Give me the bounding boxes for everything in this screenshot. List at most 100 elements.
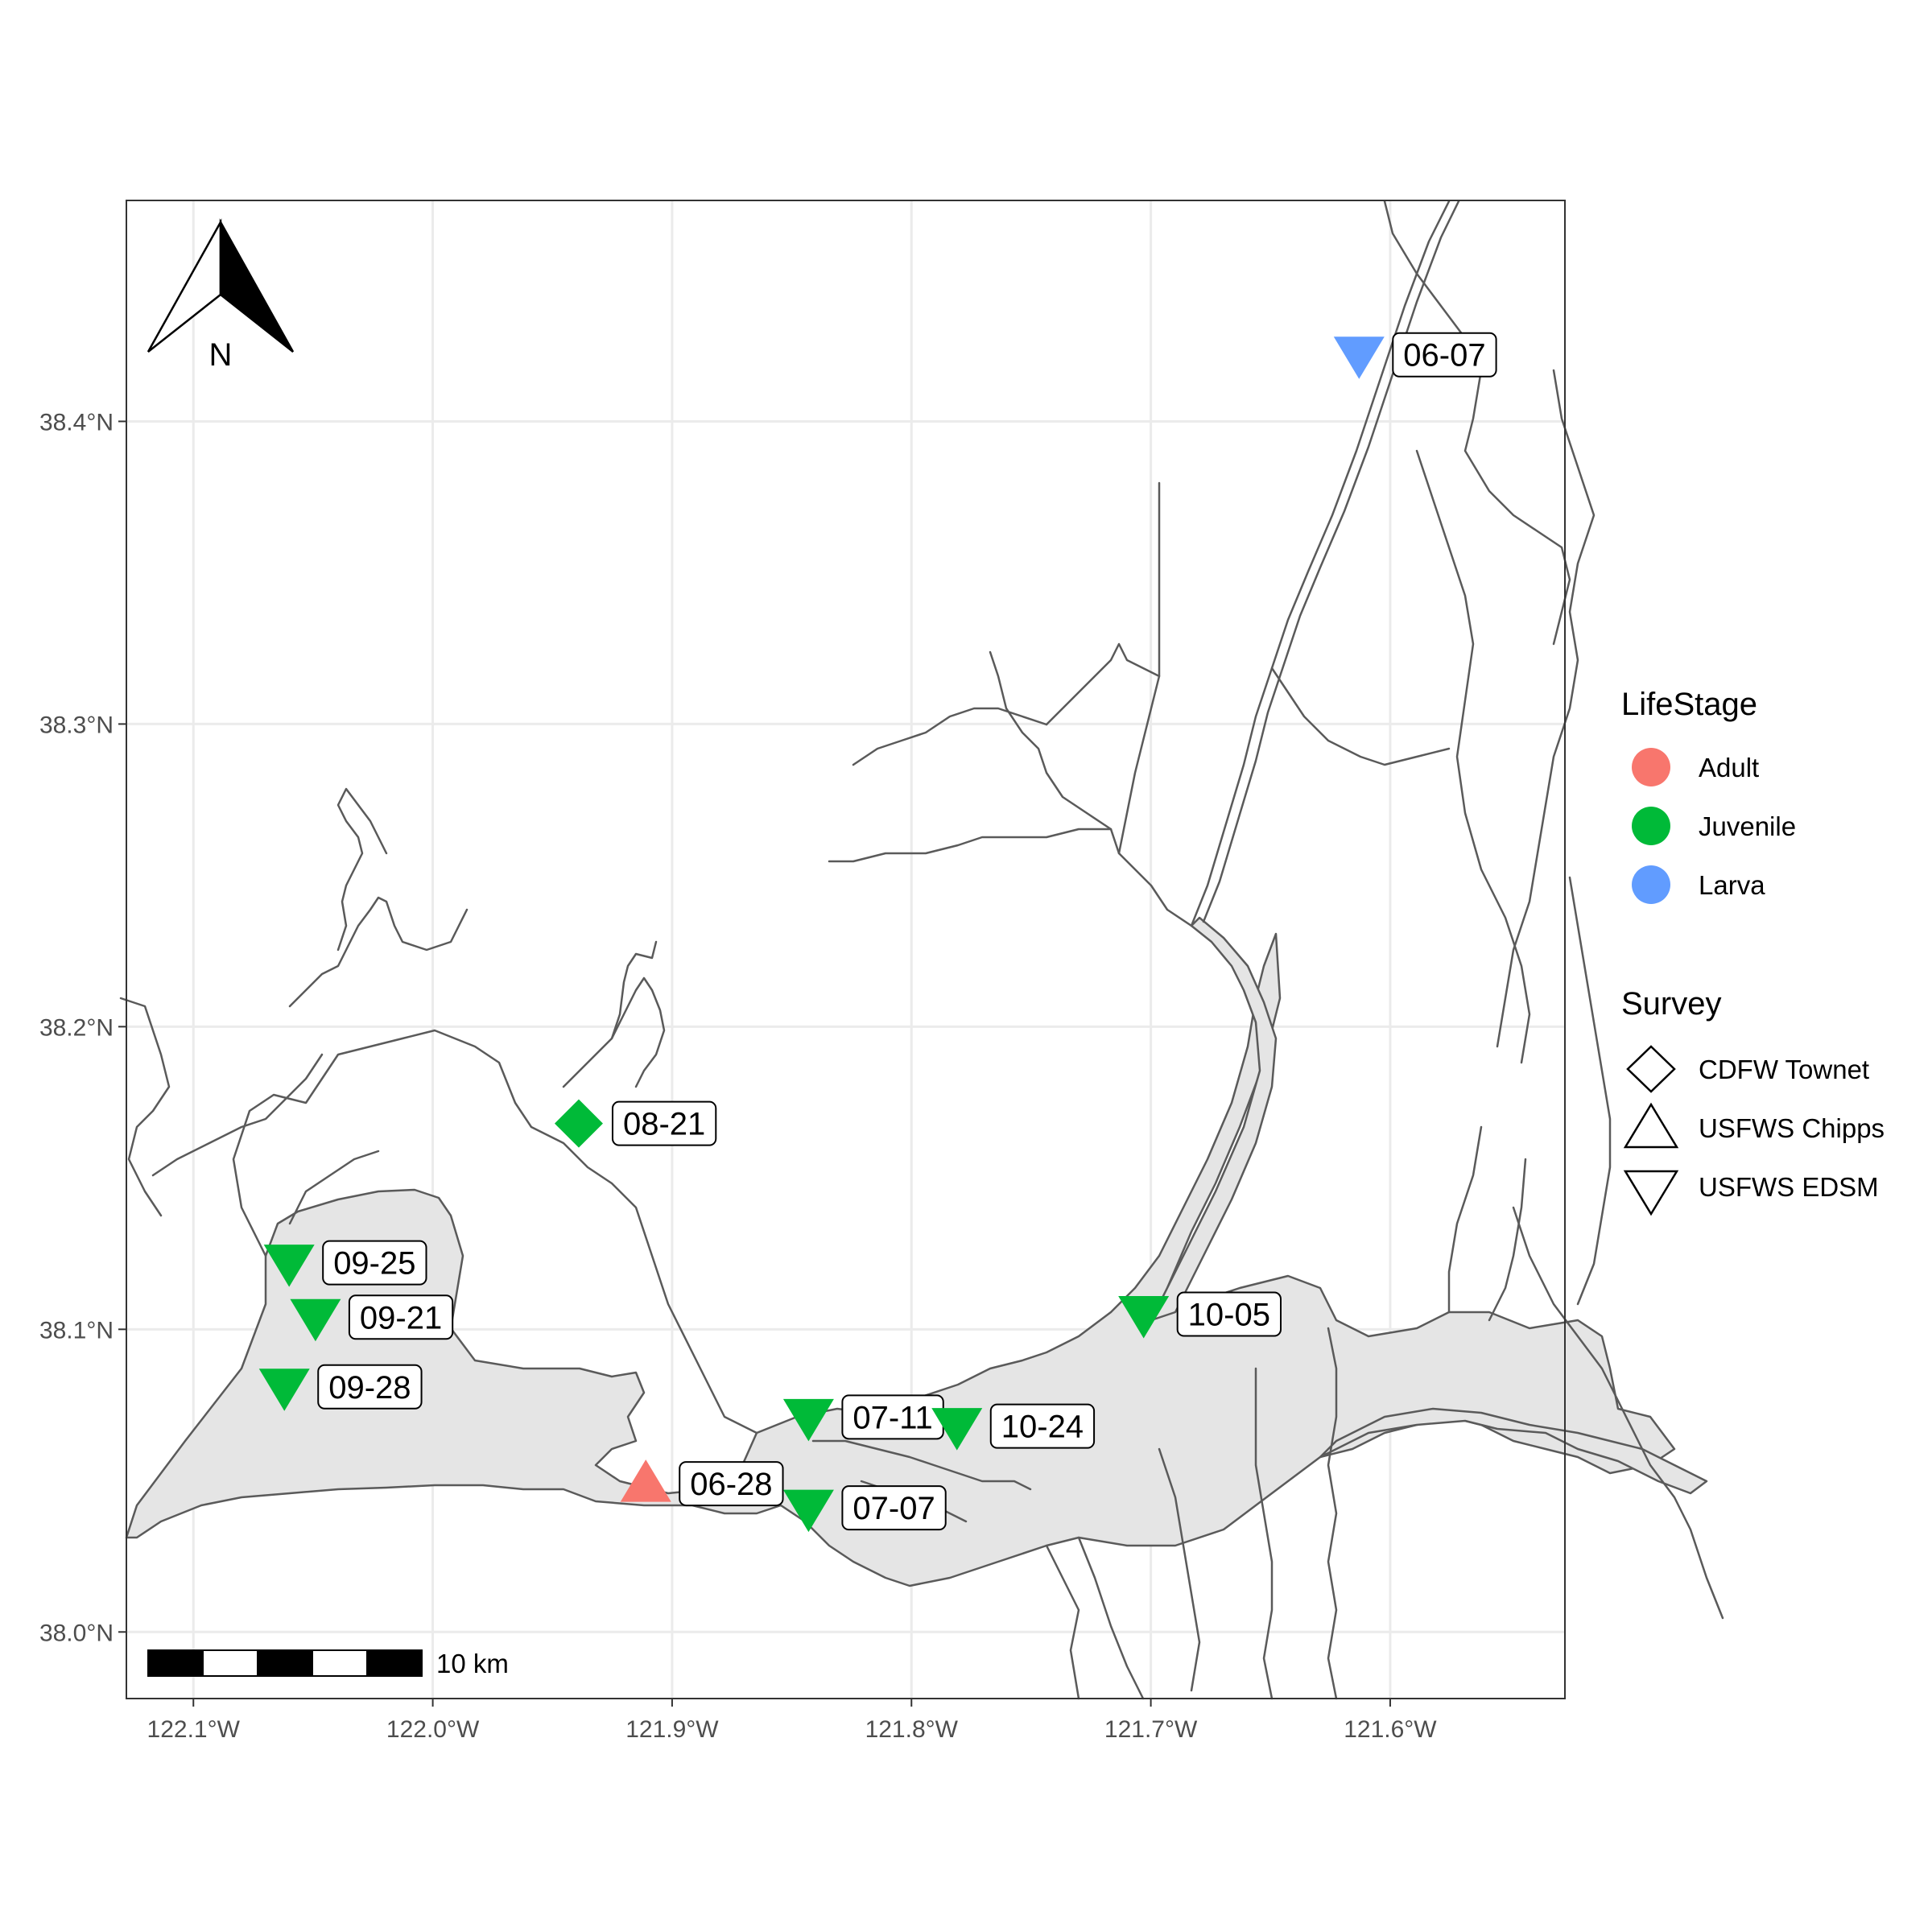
survey-point-label-box: [611, 1100, 717, 1146]
north-arrow-label: N: [209, 337, 233, 373]
west-marsh-2: [288, 1150, 380, 1225]
diamond-icon: [1626, 1045, 1676, 1093]
survey-point-marker: [620, 1459, 671, 1502]
scale-bar-label: 10 km: [436, 1649, 509, 1678]
chipps-island-1: [811, 1439, 1032, 1491]
survey-point-label: 06-07: [1403, 338, 1485, 374]
survey-point-label-box: [841, 1485, 947, 1531]
survey-point-marker: [931, 1408, 983, 1451]
sacramento-river-channel: [1150, 916, 1278, 1322]
east-delta-1: [1383, 200, 1571, 646]
survey-point-marker: [1118, 1296, 1170, 1339]
north-channels-5: [1202, 200, 1460, 923]
x-tick-label: 121.8°W: [865, 1716, 959, 1743]
shoreline-basemap: [119, 200, 1724, 1700]
north-arrow-right-icon: [219, 218, 295, 353]
survey-point-label: 09-28: [328, 1370, 411, 1406]
legend-edsm-label: USFWS EDSM: [1699, 1172, 1879, 1202]
legend-chipps-label: USFWS Chipps: [1699, 1113, 1885, 1143]
survey-point-marker: [554, 1099, 603, 1148]
grid-lines: [126, 200, 1565, 1699]
survey-point-marker: [258, 1368, 310, 1411]
legend-survey-title: Survey: [1621, 986, 1722, 1022]
scale-bar-segment: [312, 1649, 368, 1677]
survey-point-label: 07-07: [852, 1491, 935, 1526]
survey-point-marker: [290, 1298, 341, 1342]
north-channels-4: [1190, 200, 1451, 927]
bay-line-2: [1488, 1158, 1527, 1322]
bay-line-3: [1447, 1125, 1483, 1314]
survey-point-label-box: [348, 1294, 454, 1340]
y-tick-label: 38.3°N: [39, 712, 114, 738]
east-delta-8: [1158, 1447, 1201, 1692]
survey-point-marker: [782, 1489, 834, 1533]
north-channels-3: [1117, 481, 1161, 855]
survey-point-label-box: [1392, 332, 1497, 378]
west-marsh-1: [151, 1053, 324, 1177]
y-tick-label: 38.4°N: [39, 409, 114, 436]
survey-point-label-box: [1176, 1291, 1282, 1337]
x-tick-label: 121.9°W: [625, 1716, 719, 1743]
north-channels-6: [1045, 642, 1161, 726]
triangle-up-icon: [1623, 1102, 1679, 1149]
east-delta-6: [1254, 1367, 1274, 1700]
axis-ticks: 122.1°W 122.0°W 121.9°W 121.8°W 121.7°W 121.6…: [39, 409, 1437, 1743]
x-tick-label: 122.1°W: [147, 1716, 241, 1743]
survey-point-marker: [1333, 336, 1385, 379]
east-delta-3: [1496, 369, 1596, 1048]
triangle-down-icon: [1623, 1170, 1679, 1216]
scale-bar-segment: [366, 1649, 423, 1677]
east-delta-4: [1568, 876, 1612, 1306]
survey-point-label: 10-05: [1188, 1298, 1270, 1333]
north-channels-1: [989, 650, 1193, 927]
legend-larva-label: Larva: [1699, 870, 1765, 900]
x-tick-label: 121.6°W: [1344, 1716, 1437, 1743]
survey-points: 06-07 08-21 09-25 09-21 09-28 10-05 07-11 10-24…: [258, 332, 1497, 1533]
scale-bar-segment: [257, 1649, 313, 1677]
marsh-slough-2: [336, 787, 388, 952]
survey-point-label: 06-28: [690, 1467, 772, 1502]
survey-point-label: 09-25: [333, 1246, 415, 1282]
x-tick-label: 121.7°W: [1104, 1716, 1198, 1743]
legend: LifeStage Adult Juvenile Larva Survey CD…: [1621, 687, 1885, 1216]
survey-point-marker: [782, 1398, 834, 1442]
x-tick-label: 122.0°W: [386, 1716, 480, 1743]
north-arrow-left-icon: [147, 218, 222, 353]
east-delta-5: [1512, 1206, 1724, 1620]
legend-adult-swatch: [1632, 748, 1670, 786]
marsh-slough-3: [562, 976, 666, 1088]
survey-point-label-box: [679, 1461, 784, 1507]
san-joaquin-channel: [1319, 1407, 1708, 1495]
y-tick-label: 38.0°N: [39, 1620, 114, 1646]
survey-point-label: 07-11: [852, 1400, 932, 1435]
east-delta-9: [1077, 1536, 1145, 1700]
y-tick-label: 38.1°N: [39, 1317, 114, 1344]
survey-point-label: 08-21: [623, 1107, 705, 1142]
legend-lifestage-title: LifeStage: [1621, 687, 1757, 722]
marsh-slough-4: [610, 940, 658, 1040]
map-panel-border: [126, 200, 1566, 1699]
scale-bar-segment: [202, 1649, 258, 1677]
scale-bar: 10 km: [147, 1649, 509, 1678]
survey-point-label-box: [317, 1364, 423, 1410]
suisun-marsh-channels: [232, 1029, 758, 1435]
survey-point-label: 09-21: [360, 1300, 442, 1335]
legend-juvenile-swatch: [1632, 807, 1670, 845]
north-channels-7: [852, 707, 1048, 766]
survey-point-label-box: [989, 1403, 1096, 1449]
survey-point-label: 10-24: [1001, 1410, 1084, 1445]
north-channels-8: [1270, 667, 1451, 766]
survey-point-marker: [263, 1245, 315, 1287]
north-arrow: N: [147, 218, 295, 373]
legend-townet-label: CDFW Townet: [1699, 1055, 1869, 1084]
legend-adult-label: Adult: [1699, 753, 1759, 782]
bay-line-1: [1045, 1544, 1080, 1700]
legend-larva-swatch: [1632, 865, 1670, 904]
marsh-slough-5: [119, 997, 171, 1217]
survey-point-label-box: [322, 1240, 427, 1286]
y-tick-label: 38.2°N: [39, 1014, 114, 1041]
scale-bar-segment: [147, 1649, 204, 1677]
east-delta-7: [1327, 1327, 1338, 1700]
north-channels-2: [828, 828, 1113, 863]
